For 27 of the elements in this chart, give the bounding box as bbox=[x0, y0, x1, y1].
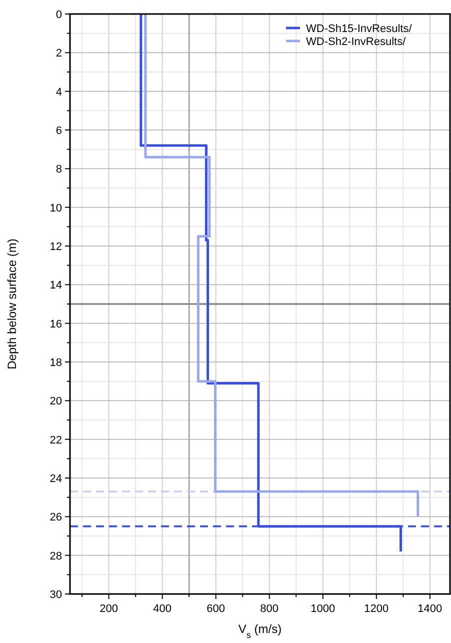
y-tick-label: 28 bbox=[50, 550, 62, 562]
y-tick-label: 8 bbox=[56, 164, 62, 176]
y-tick-label: 16 bbox=[50, 318, 62, 330]
y-tick-label: 4 bbox=[56, 86, 62, 98]
x-tick-label: 600 bbox=[206, 603, 226, 615]
x-tick-label: 1000 bbox=[310, 603, 336, 615]
y-tick-label: 12 bbox=[50, 241, 62, 253]
y-tick-label: 26 bbox=[50, 512, 62, 524]
y-tick-label: 30 bbox=[50, 589, 62, 601]
x-tick-label: 800 bbox=[260, 603, 279, 615]
y-tick-label: 24 bbox=[50, 473, 62, 485]
x-tick-label: 1400 bbox=[418, 603, 442, 615]
y-tick-label: 22 bbox=[50, 434, 62, 446]
x-tick-label: 200 bbox=[100, 603, 118, 615]
y-tick-label: 10 bbox=[50, 202, 62, 214]
y-tick-label: 14 bbox=[50, 280, 62, 292]
legend-label: WD-Sh15-InvResults/ bbox=[306, 23, 413, 35]
x-tick-label: 1200 bbox=[364, 603, 389, 615]
y-axis-title: Depth below surface (m) bbox=[5, 238, 19, 370]
y-tick-label: 20 bbox=[50, 396, 62, 408]
legend-label: WD-Sh2-InvResults/ bbox=[306, 36, 407, 48]
y-tick-label: 18 bbox=[50, 357, 62, 369]
x-axis-title: V$_{s}$ (m/s) bbox=[238, 622, 282, 640]
y-tick-label: 6 bbox=[56, 125, 62, 137]
y-tick-label: 0 bbox=[56, 9, 62, 21]
y-tick-label: 2 bbox=[56, 48, 62, 60]
x-tick-label: 400 bbox=[153, 603, 172, 615]
